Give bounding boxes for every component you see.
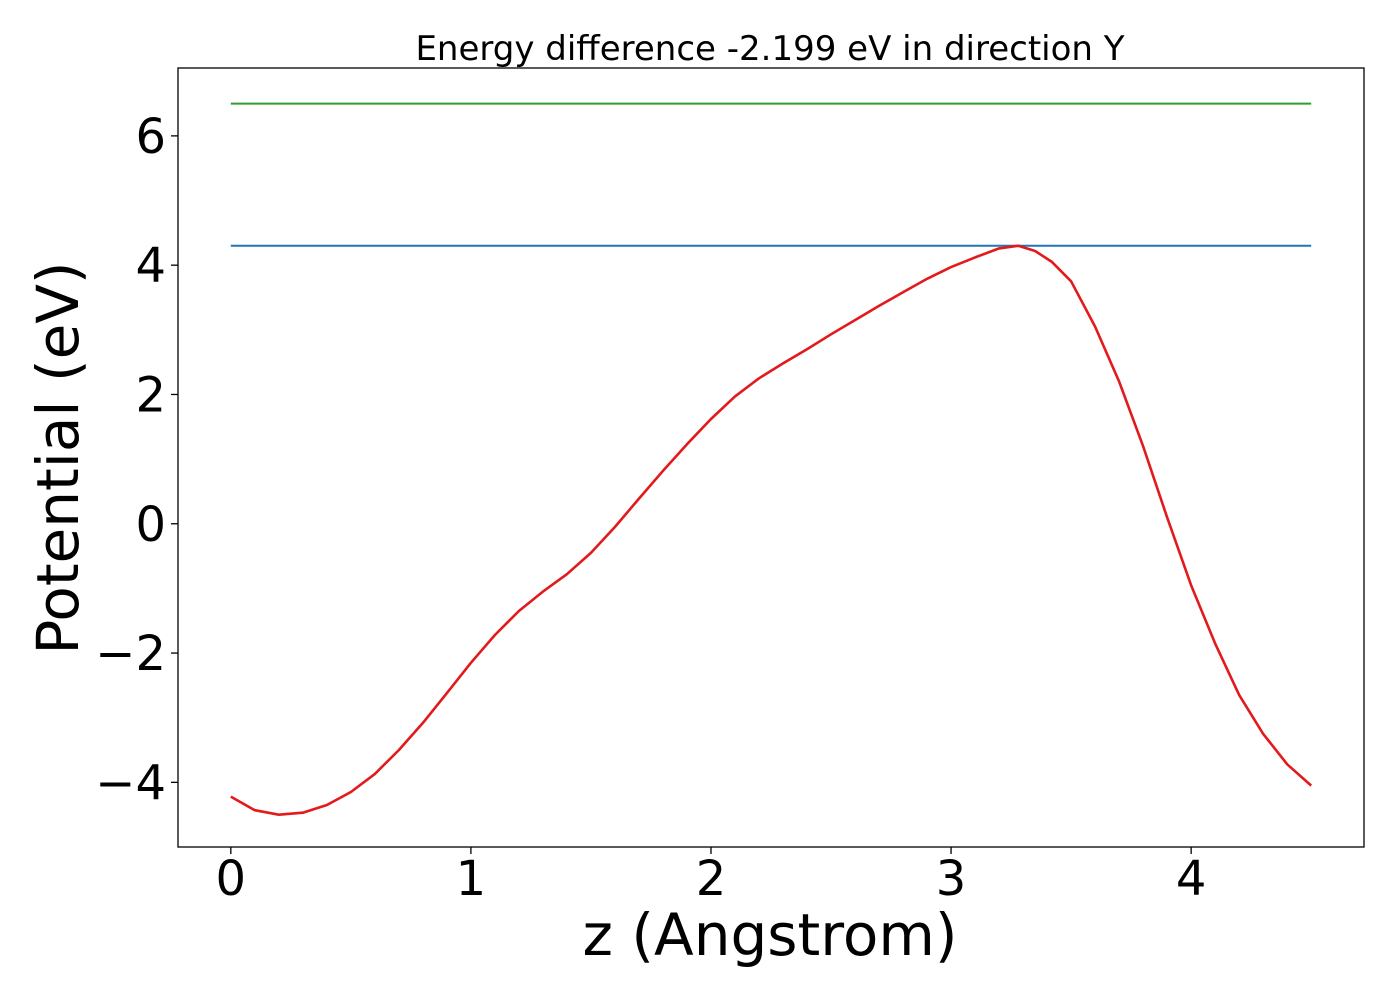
y-tick-label: 6 (135, 109, 166, 165)
x-tick-label: 2 (696, 851, 727, 907)
y-tick-label: 0 (135, 497, 166, 553)
x-axis-ticks: 0 1 2 3 4 (216, 847, 1207, 907)
chart-title: Energy difference -2.199 eV in direction… (415, 29, 1124, 69)
y-tick-label: −4 (95, 755, 166, 811)
series-line-2 (230, 244, 1313, 817)
x-tick-label: 4 (1176, 851, 1207, 907)
y-axis-ticks: −4 −2 0 2 4 6 (95, 109, 178, 811)
y-tick-label: −2 (95, 626, 166, 682)
plot-lines (230, 102, 1313, 817)
x-tick-label: 1 (456, 851, 487, 907)
y-tick-label: 2 (135, 367, 166, 423)
x-tick-label: 3 (936, 851, 967, 907)
x-axis-label: z (Angstrom) (583, 901, 958, 969)
y-axis-label: Potential (eV) (24, 261, 92, 654)
x-tick-label: 0 (216, 851, 247, 907)
y-tick-label: 4 (135, 238, 166, 294)
axes-frame (177, 67, 1365, 848)
